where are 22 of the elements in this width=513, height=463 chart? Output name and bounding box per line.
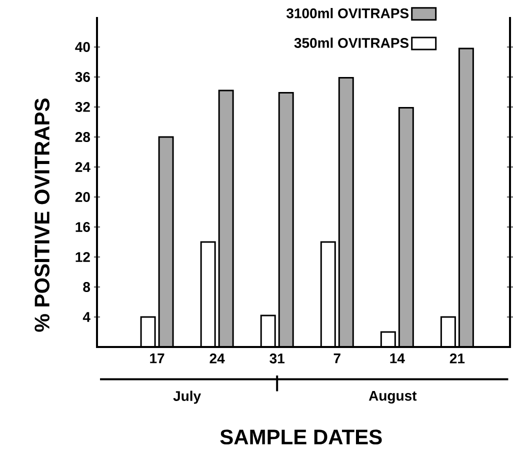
y-axis-title: % POSITIVE OVITRAPS (34, 98, 50, 332)
y-tick-label: 4 (82, 312, 90, 322)
x-tick-label: 31 (270, 354, 284, 364)
x-tick-label: 17 (150, 354, 164, 364)
y-tick-label: 36 (75, 72, 90, 82)
text: August (368, 390, 417, 404)
y-tick-label: 20 (75, 192, 90, 202)
legend-label: 3100ml OVITRAPS (286, 8, 409, 18)
x-tick-label: 21 (450, 354, 465, 364)
y-tick-label: 16 (76, 222, 90, 232)
y-tick-label: 28 (75, 132, 90, 142)
x-tick-label: 14 (390, 354, 405, 364)
legend-label: 350ml OVITRAPS (294, 38, 409, 48)
y-tick-label: 24 (75, 162, 90, 172)
text: July (173, 390, 201, 404)
x-axis-title: SAMPLE DATES (220, 430, 382, 444)
y-tick-label: 40 (75, 42, 90, 52)
y-tick-label: 8 (83, 282, 90, 292)
y-tick-label: 32 (75, 102, 90, 112)
y-tick-label: 12 (76, 252, 90, 262)
x-tick-label: 7 (334, 354, 340, 364)
x-tick-label: 24 (210, 354, 225, 364)
